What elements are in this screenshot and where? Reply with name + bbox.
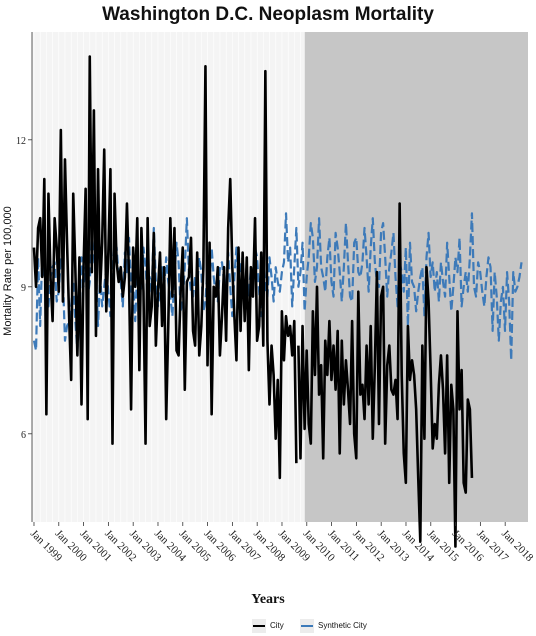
legend-key-city [252, 619, 266, 633]
series-layer [32, 55, 523, 548]
chart-title: Washington D.C. Neoplasm Mortality [102, 4, 434, 25]
legend: City Synthetic City [0, 618, 536, 634]
legend-key-synthetic-city [300, 619, 314, 633]
y-tick-label: 6 [21, 430, 26, 441]
x-axis-label: Years [251, 592, 285, 607]
y-ticks: 6 9 12 [16, 136, 32, 441]
series-line-city [32, 55, 298, 480]
y-tick-label: 12 [16, 136, 26, 147]
series-line-city [297, 202, 474, 548]
y-tick-label: 9 [21, 283, 26, 294]
legend-label-synthetic-city: Synthetic City [318, 621, 367, 630]
legend-label-city: City [270, 621, 284, 630]
